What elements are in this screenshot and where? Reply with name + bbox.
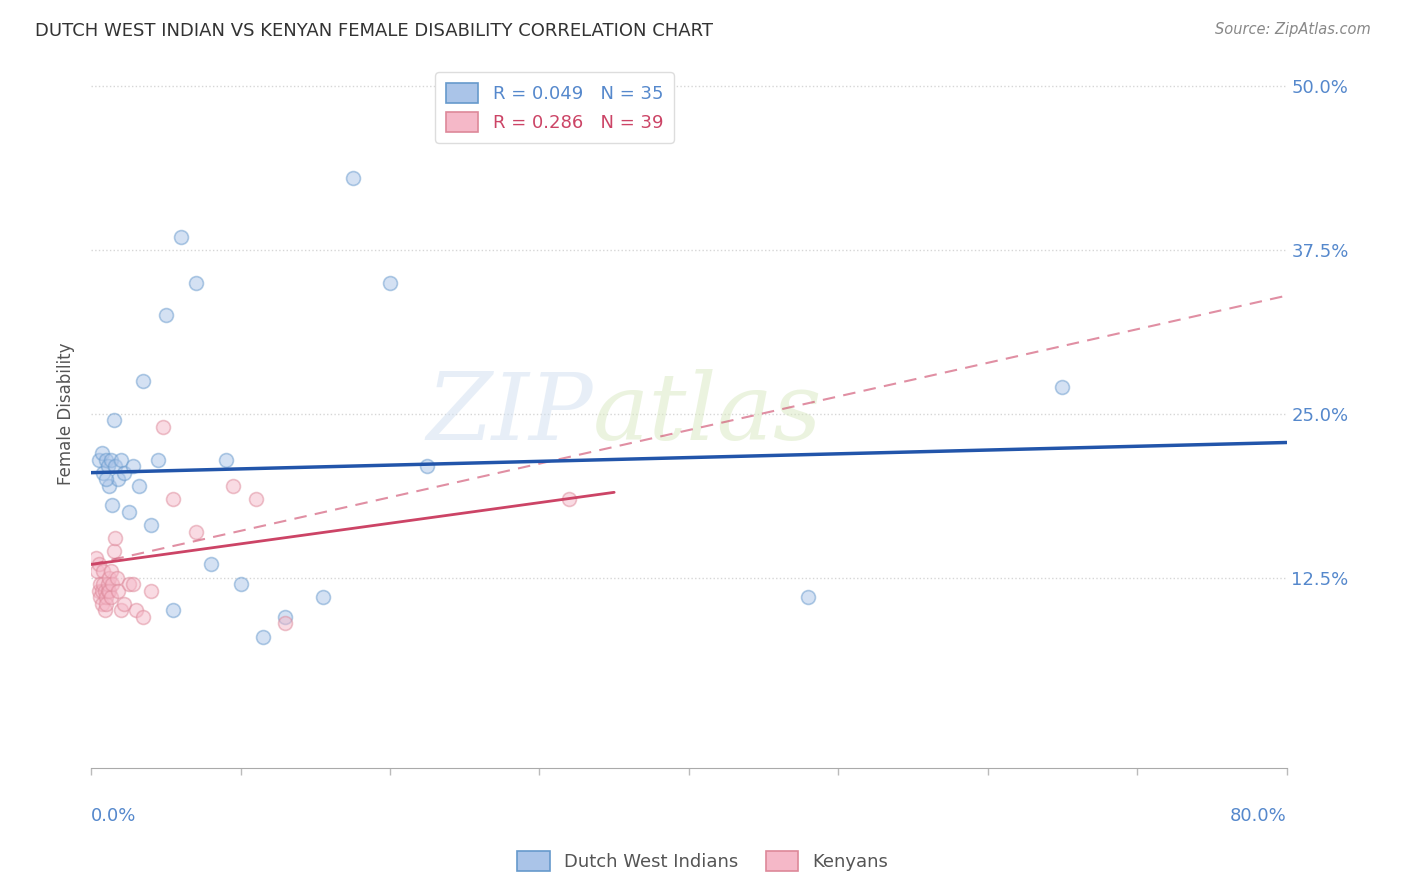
Point	[97, 459, 120, 474]
Point	[110, 603, 132, 617]
Point	[97, 577, 120, 591]
Point	[378, 276, 401, 290]
Point	[98, 583, 121, 598]
Point	[148, 452, 170, 467]
Point	[107, 583, 129, 598]
Point	[170, 229, 193, 244]
Point	[94, 591, 117, 605]
Point	[93, 583, 115, 598]
Point	[105, 570, 128, 584]
Point	[162, 603, 184, 617]
Point	[94, 472, 117, 486]
Point	[162, 491, 184, 506]
Point	[87, 583, 110, 598]
Point	[90, 446, 112, 460]
Point	[184, 524, 207, 539]
Point	[342, 170, 364, 185]
Text: atlas: atlas	[593, 368, 823, 458]
Point	[558, 491, 581, 506]
Point	[112, 466, 135, 480]
Point	[274, 610, 297, 624]
Point	[91, 577, 114, 591]
Point	[152, 419, 174, 434]
Point	[416, 459, 439, 474]
Point	[101, 577, 124, 591]
Point	[87, 452, 110, 467]
Point	[100, 591, 122, 605]
Point	[94, 597, 117, 611]
Point	[222, 479, 245, 493]
Point	[128, 479, 150, 493]
Point	[245, 491, 267, 506]
Point	[98, 570, 121, 584]
Point	[139, 518, 162, 533]
Point	[89, 577, 111, 591]
Point	[103, 544, 125, 558]
Point	[90, 597, 112, 611]
Point	[252, 630, 274, 644]
Point	[155, 308, 177, 322]
Point	[104, 531, 127, 545]
Text: 80.0%: 80.0%	[1230, 806, 1286, 824]
Point	[94, 452, 117, 467]
Text: 0.0%: 0.0%	[91, 806, 136, 824]
Point	[100, 452, 122, 467]
Point	[87, 558, 110, 572]
Point	[132, 610, 155, 624]
Point	[274, 616, 297, 631]
Legend: R = 0.049   N = 35, R = 0.286   N = 39: R = 0.049 N = 35, R = 0.286 N = 39	[434, 72, 673, 143]
Point	[104, 459, 127, 474]
Point	[89, 591, 111, 605]
Point	[312, 591, 335, 605]
Point	[122, 459, 145, 474]
Point	[229, 577, 252, 591]
Point	[200, 558, 222, 572]
Text: ZIP: ZIP	[426, 368, 593, 458]
Y-axis label: Female Disability: Female Disability	[58, 343, 75, 485]
Point	[84, 550, 107, 565]
Legend: Dutch West Indians, Kenyans: Dutch West Indians, Kenyans	[510, 844, 896, 879]
Point	[107, 472, 129, 486]
Text: Source: ZipAtlas.com: Source: ZipAtlas.com	[1215, 22, 1371, 37]
Point	[184, 276, 207, 290]
Point	[98, 479, 121, 493]
Point	[214, 452, 236, 467]
Point	[139, 583, 162, 598]
Text: DUTCH WEST INDIAN VS KENYAN FEMALE DISABILITY CORRELATION CHART: DUTCH WEST INDIAN VS KENYAN FEMALE DISAB…	[35, 22, 713, 40]
Point	[122, 577, 145, 591]
Point	[1052, 380, 1074, 394]
Point	[797, 591, 820, 605]
Point	[101, 499, 124, 513]
Point	[97, 583, 120, 598]
Point	[93, 603, 115, 617]
Point	[90, 583, 112, 598]
Point	[91, 564, 114, 578]
Point	[91, 466, 114, 480]
Point	[100, 564, 122, 578]
Point	[117, 505, 139, 519]
Point	[103, 413, 125, 427]
Point	[110, 452, 132, 467]
Point	[117, 577, 139, 591]
Point	[112, 597, 135, 611]
Point	[125, 603, 148, 617]
Point	[132, 374, 155, 388]
Point	[86, 564, 108, 578]
